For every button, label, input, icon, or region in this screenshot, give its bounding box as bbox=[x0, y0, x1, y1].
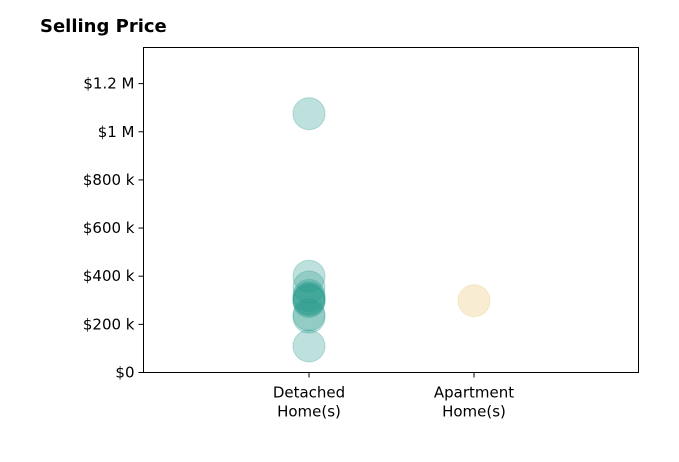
y-tick-label: $1.2 M bbox=[83, 75, 134, 93]
data-point bbox=[292, 283, 326, 317]
data-point bbox=[457, 284, 491, 318]
y-axis: $0 $200 k $400 k $600 k $800 k $1 M $1.2 M bbox=[83, 75, 144, 382]
data-point bbox=[292, 278, 326, 312]
y-tick-label: $1 M bbox=[98, 123, 135, 141]
y-tick-label: $200 k bbox=[83, 315, 135, 333]
y-tick-label: $0 bbox=[115, 364, 134, 382]
x-tick-label: Detached Home(s) bbox=[273, 384, 345, 421]
y-tick-label: $400 k bbox=[83, 267, 135, 285]
data-point bbox=[292, 259, 326, 293]
points-layer bbox=[292, 97, 491, 363]
data-point bbox=[292, 298, 326, 332]
data-point bbox=[292, 97, 326, 131]
y-tick-label: $600 k bbox=[83, 219, 135, 237]
x-axis: Detached Home(s) Apartment Home(s) bbox=[273, 372, 514, 421]
data-point bbox=[292, 300, 326, 334]
plot-frame bbox=[143, 47, 639, 373]
data-point bbox=[292, 270, 326, 304]
chart-title: Selling Price bbox=[40, 16, 167, 37]
data-point bbox=[292, 281, 326, 315]
data-point bbox=[292, 284, 326, 318]
y-tick-label: $800 k bbox=[83, 171, 135, 189]
data-point bbox=[292, 329, 326, 363]
x-tick-label: Apartment Home(s) bbox=[434, 384, 514, 421]
data-point bbox=[292, 282, 326, 316]
